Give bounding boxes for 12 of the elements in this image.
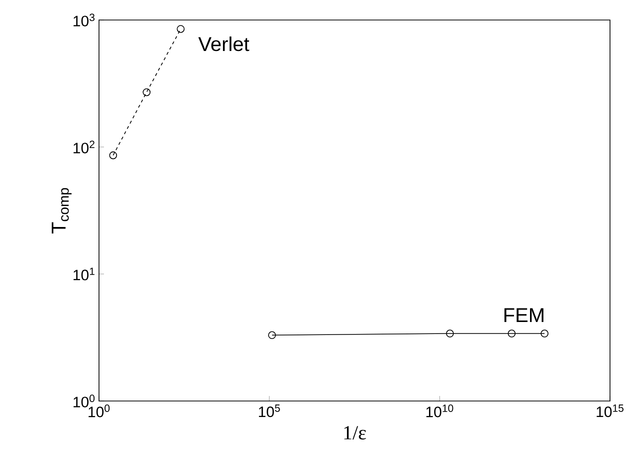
x-tick-label: 10$^{15}$	[596, 404, 624, 418]
x-tick-label: 10$^{10}$	[426, 404, 454, 418]
y-tick-label: 10$^{0}$	[74, 394, 95, 408]
y-axis-title: T$_{comp}$	[52, 188, 72, 234]
x-tick-label: 10$^{5}$	[258, 404, 280, 418]
series-label: FEM	[504, 308, 544, 322]
x-tick-label: 10$^{0}$	[88, 404, 110, 418]
series-label: Verlet	[198, 36, 250, 52]
y-tick-label: 10$^{2}$	[74, 140, 94, 154]
y-tick-label: 10$^{1}$	[74, 268, 94, 280]
x-axis-title: 1/ε	[344, 426, 366, 440]
y-tick-label: 10$^{3}$	[74, 14, 95, 26]
